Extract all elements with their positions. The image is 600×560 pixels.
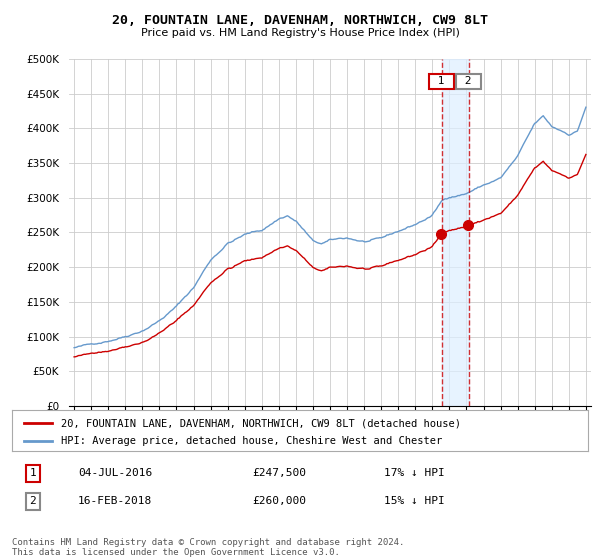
Text: Contains HM Land Registry data © Crown copyright and database right 2024.
This d: Contains HM Land Registry data © Crown c…: [12, 538, 404, 557]
Bar: [442, 59, 469, 406]
Text: 17% ↓ HPI: 17% ↓ HPI: [384, 468, 445, 478]
Text: Price paid vs. HM Land Registry's House Price Index (HPI): Price paid vs. HM Land Registry's House …: [140, 28, 460, 38]
Text: £260,000: £260,000: [252, 496, 306, 506]
Text: 20, FOUNTAIN LANE, DAVENHAM, NORTHWICH, CW9 8LT: 20, FOUNTAIN LANE, DAVENHAM, NORTHWICH, …: [112, 14, 488, 27]
Text: 15% ↓ HPI: 15% ↓ HPI: [384, 496, 445, 506]
Text: 2: 2: [29, 496, 37, 506]
Text: 1: 1: [431, 76, 452, 86]
Text: 1: 1: [29, 468, 37, 478]
Text: 2: 2: [458, 76, 479, 86]
Text: 20, FOUNTAIN LANE, DAVENHAM, NORTHWICH, CW9 8LT (detached house): 20, FOUNTAIN LANE, DAVENHAM, NORTHWICH, …: [61, 418, 461, 428]
Text: 16-FEB-2018: 16-FEB-2018: [78, 496, 152, 506]
Text: 04-JUL-2016: 04-JUL-2016: [78, 468, 152, 478]
Text: £247,500: £247,500: [252, 468, 306, 478]
Text: HPI: Average price, detached house, Cheshire West and Chester: HPI: Average price, detached house, Ches…: [61, 436, 442, 446]
